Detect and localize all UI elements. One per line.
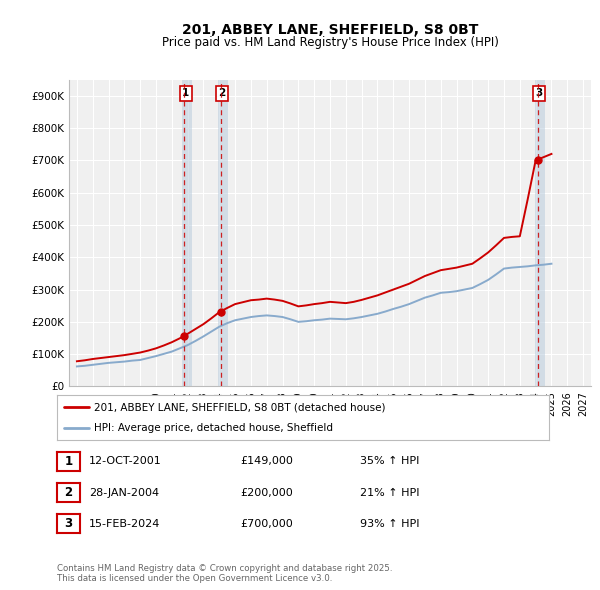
- Text: 12-OCT-2001: 12-OCT-2001: [89, 457, 161, 466]
- Text: Price paid vs. HM Land Registry's House Price Index (HPI): Price paid vs. HM Land Registry's House …: [161, 36, 499, 49]
- Bar: [218, 80, 229, 386]
- Text: £149,000: £149,000: [240, 457, 293, 466]
- Text: 3: 3: [64, 517, 73, 530]
- Text: 1: 1: [182, 88, 190, 99]
- Text: 35% ↑ HPI: 35% ↑ HPI: [360, 457, 419, 466]
- Text: 3: 3: [535, 88, 543, 99]
- Text: £700,000: £700,000: [240, 519, 293, 529]
- Text: 1: 1: [64, 455, 73, 468]
- Text: 2: 2: [64, 486, 73, 499]
- Text: 28-JAN-2004: 28-JAN-2004: [89, 488, 159, 497]
- Text: 201, ABBEY LANE, SHEFFIELD, S8 0BT (detached house): 201, ABBEY LANE, SHEFFIELD, S8 0BT (deta…: [94, 402, 385, 412]
- Text: 15-FEB-2024: 15-FEB-2024: [89, 519, 160, 529]
- Bar: [535, 80, 545, 386]
- Text: 201, ABBEY LANE, SHEFFIELD, S8 0BT: 201, ABBEY LANE, SHEFFIELD, S8 0BT: [182, 22, 478, 37]
- Text: £200,000: £200,000: [240, 488, 293, 497]
- Text: 2: 2: [218, 88, 226, 99]
- Text: Contains HM Land Registry data © Crown copyright and database right 2025.
This d: Contains HM Land Registry data © Crown c…: [57, 563, 392, 583]
- Bar: [182, 80, 192, 386]
- Text: HPI: Average price, detached house, Sheffield: HPI: Average price, detached house, Shef…: [94, 424, 333, 434]
- Text: 93% ↑ HPI: 93% ↑ HPI: [360, 519, 419, 529]
- Text: 21% ↑ HPI: 21% ↑ HPI: [360, 488, 419, 497]
